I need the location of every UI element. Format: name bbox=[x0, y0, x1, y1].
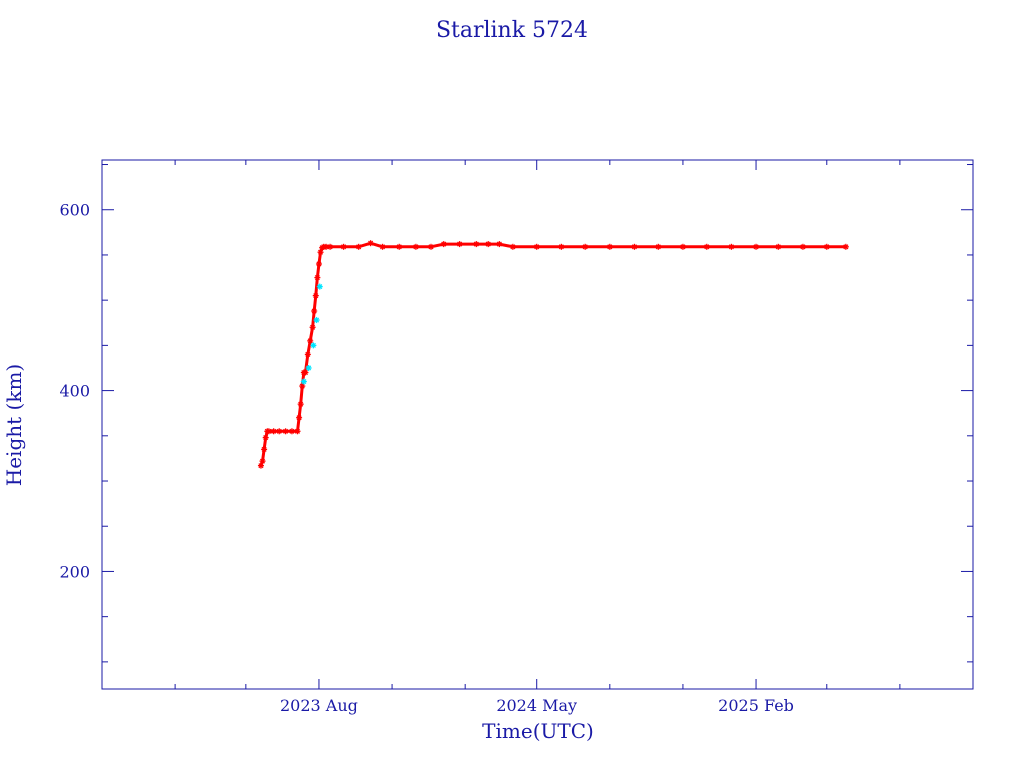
data-point bbox=[310, 342, 317, 349]
y-tick-label: 600 bbox=[59, 201, 90, 220]
data-point bbox=[412, 243, 419, 250]
series-0 bbox=[257, 240, 849, 469]
data-point bbox=[294, 428, 301, 435]
data-point bbox=[259, 458, 266, 465]
data-point bbox=[296, 414, 303, 421]
y-tick-label: 400 bbox=[59, 382, 90, 401]
data-point bbox=[340, 243, 347, 250]
data-point bbox=[288, 428, 295, 435]
x-tick-label: 2023 Aug bbox=[280, 696, 358, 715]
data-point bbox=[309, 324, 316, 331]
data-point bbox=[300, 378, 307, 385]
data-point bbox=[456, 241, 463, 248]
data-point bbox=[299, 383, 306, 390]
data-point bbox=[311, 308, 318, 315]
data-point bbox=[323, 243, 330, 250]
data-point bbox=[282, 428, 289, 435]
data-point bbox=[703, 243, 710, 250]
data-point bbox=[823, 243, 830, 250]
y-tick-label: 200 bbox=[59, 562, 90, 581]
axis-ticks bbox=[101, 160, 974, 689]
data-point bbox=[302, 369, 309, 376]
data-point bbox=[313, 317, 320, 324]
data-point bbox=[367, 240, 374, 247]
data-point bbox=[655, 243, 662, 250]
x-axis-label: Time(UTC) bbox=[482, 719, 594, 743]
data-point bbox=[304, 351, 311, 358]
data-point bbox=[558, 243, 565, 250]
data-point bbox=[496, 241, 503, 248]
data-point bbox=[307, 337, 314, 344]
data-point bbox=[355, 243, 362, 250]
data-point bbox=[582, 243, 589, 250]
x-tick-label: 2024 May bbox=[496, 696, 577, 715]
plot-frame bbox=[101, 159, 974, 690]
y-axis-label: Height (km) bbox=[2, 364, 26, 486]
data-point bbox=[297, 401, 304, 408]
data-point bbox=[440, 241, 447, 248]
data-point bbox=[631, 243, 638, 250]
data-point bbox=[305, 364, 312, 371]
data-point bbox=[317, 249, 324, 256]
data-point bbox=[728, 243, 735, 250]
chart-title: Starlink 5724 bbox=[436, 18, 588, 43]
data-point bbox=[509, 243, 516, 250]
data-point bbox=[315, 260, 322, 267]
data-series bbox=[257, 240, 849, 469]
series-line bbox=[259, 241, 846, 467]
data-point bbox=[316, 283, 323, 290]
data-point bbox=[799, 243, 806, 250]
data-point bbox=[775, 243, 782, 250]
data-point bbox=[270, 428, 277, 435]
x-tick-label: 2025 Feb bbox=[718, 696, 794, 715]
data-point bbox=[533, 243, 540, 250]
data-point bbox=[606, 243, 613, 250]
data-point bbox=[262, 434, 269, 441]
data-point bbox=[753, 243, 760, 250]
data-point bbox=[276, 428, 283, 435]
data-point bbox=[265, 428, 272, 435]
tick-labels: 2023 Aug 2024 May 2025 Feb 200 400 600 bbox=[59, 201, 793, 715]
data-point bbox=[379, 243, 386, 250]
data-point bbox=[327, 243, 334, 250]
data-point bbox=[261, 446, 268, 453]
data-point bbox=[257, 462, 264, 469]
data-point bbox=[396, 243, 403, 250]
data-point bbox=[842, 243, 849, 250]
series-1 bbox=[300, 283, 323, 385]
data-point bbox=[314, 274, 321, 281]
data-point bbox=[473, 241, 480, 248]
data-point bbox=[485, 241, 492, 248]
data-point bbox=[428, 243, 435, 250]
data-point bbox=[312, 292, 319, 299]
data-point bbox=[679, 243, 686, 250]
